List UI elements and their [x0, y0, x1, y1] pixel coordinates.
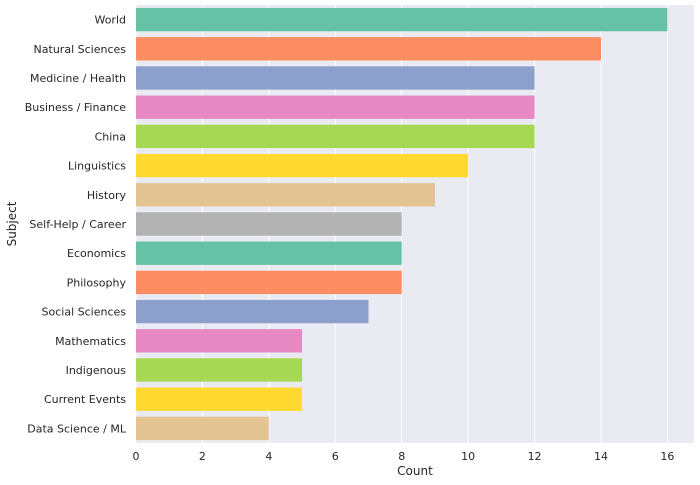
y-tick-label: Medicine / Health — [30, 72, 126, 85]
x-tick-labels: 0 2 4 6 8 10 12 14 16 — [133, 450, 675, 463]
bar — [136, 37, 601, 61]
y-tick-label: Natural Sciences — [34, 43, 127, 56]
bar — [136, 212, 402, 236]
x-tick-label: 14 — [594, 450, 608, 463]
y-tick-label: World — [94, 14, 126, 27]
y-tick-label: Data Science / ML — [27, 422, 127, 435]
bar — [136, 416, 269, 441]
bar — [136, 387, 303, 411]
y-tick-label: History — [87, 189, 127, 202]
bar — [136, 7, 668, 32]
y-tick-label: Philosophy — [67, 276, 127, 289]
y-tick-label: China — [95, 130, 126, 143]
bar — [136, 329, 303, 353]
x-tick-label: 10 — [461, 450, 475, 463]
y-tick-label: Social Sciences — [42, 306, 127, 319]
bar — [136, 299, 369, 324]
y-tick-label: Current Events — [44, 393, 126, 406]
x-tick-label: 2 — [199, 450, 206, 463]
y-tick-label: Economics — [67, 247, 126, 260]
bar — [136, 358, 303, 382]
bar — [136, 66, 535, 90]
x-tick-label: 8 — [398, 450, 405, 463]
bar — [136, 183, 435, 207]
bars — [136, 7, 668, 441]
y-axis-label: Subject — [5, 201, 19, 246]
y-tick-label: Linguistics — [68, 160, 126, 173]
y-tick-label: Indigenous — [66, 364, 127, 377]
bar — [136, 241, 402, 265]
x-tick-label: 4 — [265, 450, 272, 463]
x-axis-label: Count — [397, 464, 433, 478]
y-tick-labels: World Natural Sciences Medicine / Health Bu… — [25, 14, 127, 436]
bar — [136, 153, 469, 178]
bar — [136, 95, 535, 119]
y-tick-label: Mathematics — [55, 335, 126, 348]
x-tick-label: 6 — [332, 450, 339, 463]
y-tick-label: Business / Finance — [25, 101, 127, 114]
x-tick-label: 12 — [528, 450, 542, 463]
x-tick-label: 0 — [133, 450, 140, 463]
x-tick-label: 16 — [660, 450, 674, 463]
bar — [136, 270, 402, 295]
bar — [136, 124, 535, 149]
y-tick-label: Self-Help / Career — [29, 218, 126, 231]
